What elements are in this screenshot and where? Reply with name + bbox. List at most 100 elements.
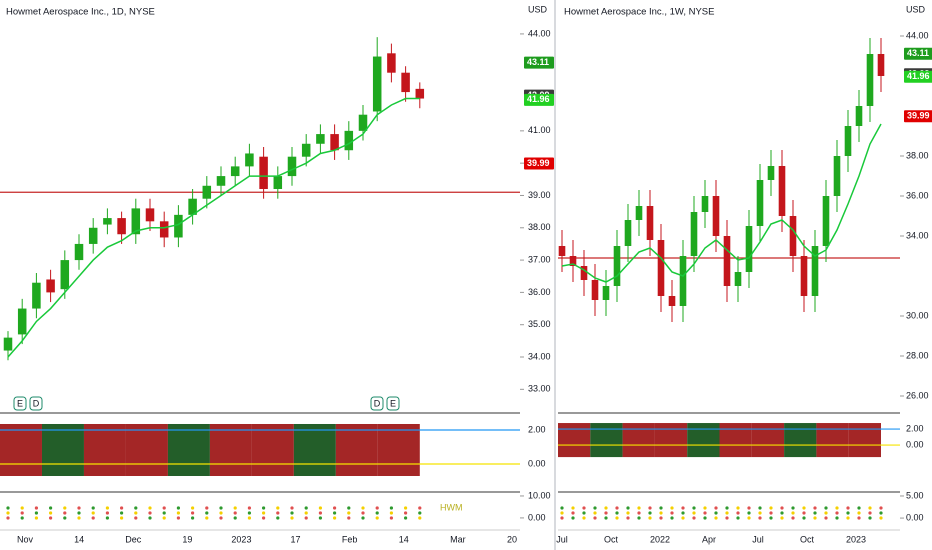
x-tick-label: Apr [702, 534, 716, 544]
candle-body [602, 286, 610, 300]
signal-dot [176, 506, 180, 510]
candle-body [245, 153, 254, 167]
signal-dot [846, 511, 850, 515]
candle-body [624, 220, 632, 246]
signal-dot [34, 506, 39, 510]
price-tag [524, 157, 554, 170]
signal-dot [318, 506, 322, 510]
signal-dot [91, 506, 95, 510]
y-tick-label: 34.00 [528, 351, 551, 361]
oscillator-block [751, 423, 785, 458]
signal-dot [404, 516, 408, 520]
candle-body [330, 134, 339, 151]
signal-dot [276, 506, 280, 510]
x-tick-label: 2023 [231, 534, 251, 544]
x-tick-label: 20 [507, 534, 517, 544]
signal-dot [626, 516, 630, 520]
candle-body [745, 226, 753, 272]
signal-dot [389, 516, 393, 520]
signal-dot [736, 511, 740, 515]
candle-body [591, 280, 599, 300]
signal-dot [593, 516, 597, 520]
oscillator-block [558, 423, 591, 458]
y-tick-label: 28.00 [906, 350, 929, 360]
candle-body [188, 198, 197, 215]
signal-dot [560, 511, 564, 515]
signal-dot [670, 511, 674, 515]
signal-dot [375, 511, 379, 515]
signal-dot [176, 511, 180, 515]
candle-body [833, 156, 841, 196]
signal-dot [637, 516, 641, 520]
signal-dot [769, 511, 773, 515]
candle-body [558, 246, 566, 256]
signal-dot [582, 511, 586, 515]
chart-title: Howmet Aerospace Inc., 1W, NYSE [564, 7, 714, 18]
candle-body [877, 54, 885, 76]
signal-dot [626, 511, 630, 515]
signal-dot [318, 516, 322, 520]
candle-body [259, 156, 268, 190]
x-tick-label: 14 [399, 534, 409, 544]
y-tick-label: 10.00 [528, 490, 551, 500]
candle-body [387, 53, 396, 73]
oscillator-block [719, 423, 752, 458]
signal-dot [659, 511, 663, 515]
event-badge [29, 396, 43, 411]
signal-dot [233, 516, 237, 520]
signal-dot [714, 516, 718, 520]
candle-body [32, 282, 41, 309]
oscillator-block [83, 423, 126, 476]
signal-dot [63, 506, 67, 510]
candle-body [811, 246, 819, 296]
event-label: D [33, 398, 40, 408]
signal-dot [703, 511, 707, 515]
candle-body [613, 246, 621, 286]
signal-dot [276, 516, 280, 520]
x-tick-label: Jul [752, 534, 764, 544]
signal-dot [747, 511, 751, 515]
signal-dot [725, 506, 729, 510]
signal-dot [318, 511, 322, 515]
candle-body [372, 56, 382, 112]
signal-dot [418, 506, 422, 510]
signal-dot [736, 516, 740, 520]
signal-dot [148, 506, 152, 510]
candle-body [17, 308, 27, 335]
signal-dot [813, 511, 817, 515]
signal-dot [725, 516, 729, 520]
signal-dot [6, 516, 10, 520]
oscillator-block [335, 423, 378, 476]
signal-dot [247, 516, 251, 520]
signal-dot [91, 511, 95, 515]
y-tick-label: 5.00 [906, 490, 924, 500]
candle-body [580, 266, 588, 280]
candle-body [635, 206, 643, 220]
oscillator-block [0, 423, 42, 476]
y-tick-label: 26.00 [906, 390, 929, 400]
signal-dot [361, 506, 365, 510]
y-tick-label: 36.00 [528, 287, 551, 297]
signal-dot [120, 506, 124, 510]
signal-dot [835, 511, 839, 515]
signal-dot [670, 506, 674, 510]
signal-dot [20, 516, 24, 520]
price-tag-label: 39.99 [527, 158, 550, 168]
x-tick-label: 17 [291, 534, 301, 544]
signal-dot [813, 506, 817, 510]
signal-dot [262, 511, 266, 515]
x-tick-label: 2023 [846, 534, 866, 544]
candle-body [46, 279, 55, 293]
signal-dot [879, 511, 883, 515]
oscillator-block [848, 423, 881, 458]
signal-dot [791, 511, 795, 515]
x-tick-label: 2022 [650, 534, 670, 544]
x-tick-label: Oct [800, 534, 815, 544]
y-tick-label: 2.00 [906, 423, 924, 433]
chart-title: Howmet Aerospace Inc., 1D, NYSE [6, 7, 155, 18]
signal-dot [418, 511, 422, 515]
oscillator-block [41, 423, 84, 476]
oscillator-block [687, 423, 720, 458]
signal-dot [769, 516, 773, 520]
candle-body [117, 218, 126, 235]
